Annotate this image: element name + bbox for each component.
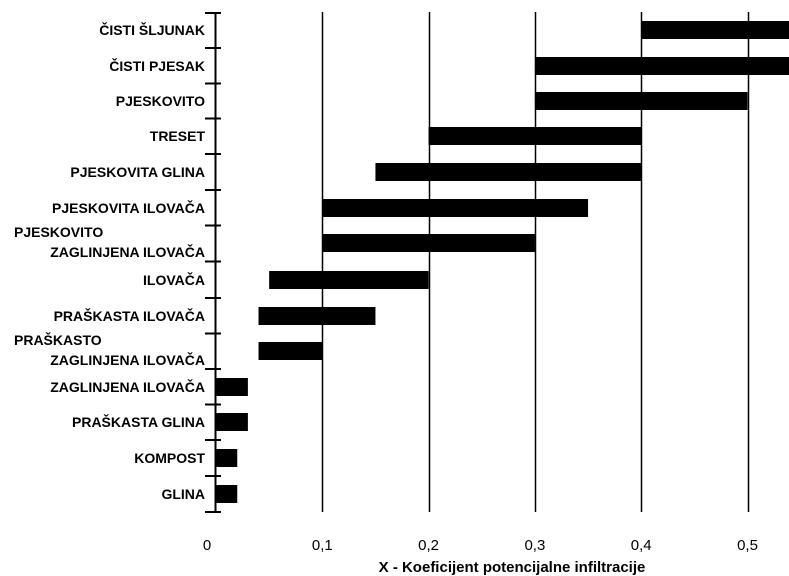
category-label-0: ČISTI ŠLJUNAK: [99, 21, 205, 38]
x-tick-labels: 0 0,1 0,2 0,3 0,4 0,5: [203, 537, 758, 554]
x-tick-label-2: 0,2: [418, 537, 439, 554]
bar-9: [258, 342, 323, 360]
category-labels: ČISTI ŠLJUNAK ČISTI PJESAK PJESKOVITO TRESE…: [14, 21, 205, 502]
x-tick-label-4: 0,4: [631, 537, 652, 554]
category-label-9-line-1: PRAŠKASTO: [14, 331, 102, 348]
category-label-7: ILOVAČA: [143, 271, 205, 288]
x-tick-label-1: 0,1: [312, 537, 333, 554]
x-tick-label-0: 0: [203, 537, 211, 554]
bar-12: [216, 449, 238, 467]
bar-7: [269, 271, 429, 289]
category-label-4: PJESKOVITA GLINA: [70, 164, 205, 180]
category-label-10: ZAGLINJENA ILOVAČA: [50, 378, 205, 395]
bar-0: [641, 21, 789, 39]
category-label-3: TRESET: [150, 128, 206, 144]
category-label-12: KOMPOST: [134, 450, 205, 466]
range-bars: [216, 21, 789, 503]
category-label-8: PRAŠKASTA ILOVAČA: [54, 307, 205, 324]
bar-5: [322, 199, 589, 217]
x-tick-label-5: 0,5: [737, 537, 758, 554]
bar-11: [216, 413, 248, 431]
vertical-gridlines: [321, 12, 750, 512]
category-label-6-line-2: ZAGLINJENA ILOVAČA: [50, 243, 205, 260]
category-label-6-line-1: PJESKOVITO: [14, 224, 103, 240]
bar-4: [375, 163, 642, 181]
category-label-13: GLINA: [161, 486, 205, 502]
bar-1: [534, 57, 789, 75]
category-label-5: PJESKOVITA ILOVAČA: [52, 199, 205, 216]
bar-8: [258, 307, 376, 325]
bar-10: [216, 378, 248, 396]
category-label-2: PJESKOVITO: [116, 93, 205, 109]
category-label-1: ČISTI PJESAK: [109, 57, 205, 74]
x-axis-title: X - Koeficijent potencijalne infiltracij…: [379, 559, 646, 576]
category-label-9-line-2: ZAGLINJENA ILOVAČA: [50, 351, 205, 368]
bar-13: [216, 485, 238, 503]
category-label-11: PRAŠKASTA GLINA: [72, 413, 205, 430]
bar-3: [428, 127, 642, 145]
bar-6: [322, 234, 535, 252]
y-axis: [205, 12, 221, 513]
x-tick-label-3: 0,3: [524, 537, 545, 554]
bar-2: [534, 92, 748, 110]
